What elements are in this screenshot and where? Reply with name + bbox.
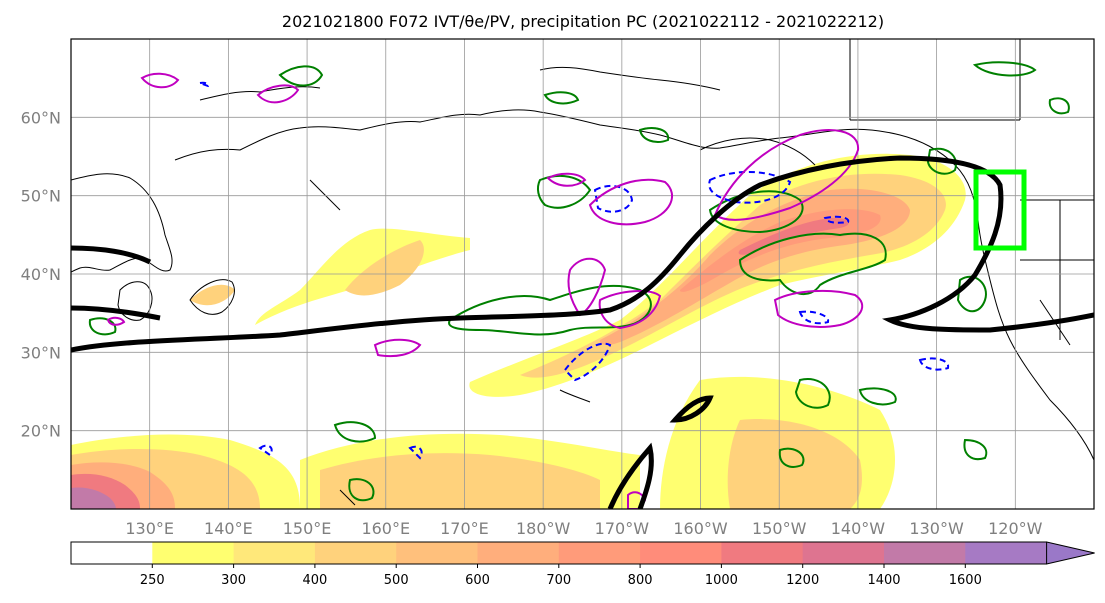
colorbar-tick-label: 600 <box>465 573 490 588</box>
colorbar-cell <box>71 542 153 564</box>
longitude-label: 160°E <box>361 519 410 538</box>
colorbar: 250 300 400 500 600 700 800 1000 1200 1400 1600 <box>70 541 1095 588</box>
colorbar-tick-label: 1200 <box>786 573 819 588</box>
colorbar-cell <box>802 542 885 564</box>
longitude-label: 150°W <box>752 519 807 538</box>
longitude-label: 160°W <box>673 519 728 538</box>
colorbar-cell <box>152 542 235 564</box>
theta-e-contours <box>71 155 1094 509</box>
colorbar-cell <box>558 542 641 564</box>
longitude-label: 150°E <box>283 519 332 538</box>
latitude-label: 30°N <box>21 343 61 362</box>
colorbar-cell <box>965 542 1048 564</box>
longitude-label: 170°E <box>440 519 489 538</box>
colorbar-tick-label: 400 <box>302 573 327 588</box>
precipitation-contours <box>106 72 864 509</box>
colorbar-tick-label: 1600 <box>949 573 982 588</box>
longitude-label: 170°W <box>595 519 650 538</box>
colorbar-tick-label: 1400 <box>867 573 900 588</box>
colorbar-cell <box>314 542 397 564</box>
longitude-labels: 130°E 140°E 150°E 160°E 170°E 180°W 170°W 160°W… <box>125 519 1042 538</box>
latitude-labels: 60°N 50°N 40°N 30°N 20°N <box>21 108 61 440</box>
longitude-label: 130°E <box>125 519 174 538</box>
colorbar-tick-label: 250 <box>140 573 165 588</box>
colorbar-tick-label: 700 <box>546 573 571 588</box>
map-panel: 60°N 50°N 40°N 30°N 20°N 130°E 140°E 150°E 160°… <box>21 38 1095 538</box>
colorbar-tick-label: 1000 <box>705 573 738 588</box>
colorbar-tick-label: 800 <box>628 573 653 588</box>
colorbar-cell <box>396 542 478 564</box>
colorbar-cell <box>884 542 966 564</box>
colorbar-ticks: 250 300 400 500 600 700 800 1000 1200 1400 1600 <box>140 564 982 588</box>
figure-title: 2021021800 F072 IVT/θe/PV, precipitation… <box>282 12 884 31</box>
colorbar-cell <box>477 542 560 564</box>
pv-contours <box>88 61 1070 502</box>
longitude-label: 140°W <box>831 519 886 538</box>
map-gridlines <box>71 39 1094 509</box>
longitude-label: 130°W <box>909 519 964 538</box>
map-frame <box>70 38 1095 510</box>
pv-negative-contours <box>196 81 950 460</box>
coastline-lines <box>71 39 1094 506</box>
latitude-label: 50°N <box>21 187 61 206</box>
longitude-label: 140°E <box>204 519 253 538</box>
colorbar-cell <box>721 542 804 564</box>
latitude-label: 40°N <box>21 265 61 284</box>
colorbar-extend-arrow <box>1046 541 1095 565</box>
colorbar-cell <box>640 542 722 564</box>
colorbar-cells <box>70 541 1095 565</box>
colorbar-tick-label: 500 <box>384 573 409 588</box>
latitude-label: 20°N <box>21 422 61 441</box>
latitude-label: 60°N <box>21 108 61 127</box>
colorbar-tick-label: 300 <box>221 573 246 588</box>
colorbar-cell <box>233 542 316 564</box>
target-region-box <box>973 169 1027 251</box>
longitude-label: 120°W <box>988 519 1043 538</box>
longitude-label: 180°W <box>516 519 571 538</box>
